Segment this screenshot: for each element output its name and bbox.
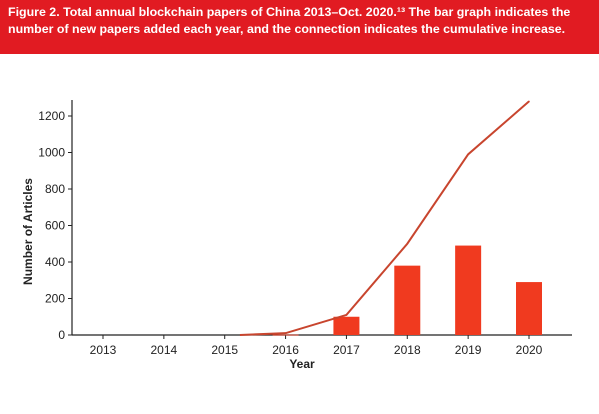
bar-2016 xyxy=(272,334,299,336)
x-tick-label: 2014 xyxy=(151,343,178,357)
x-axis-title: Year xyxy=(289,357,315,371)
y-axis-title: Number of Articles xyxy=(21,178,35,285)
cumulative-point-2020 xyxy=(528,100,530,103)
x-tick-label: 2015 xyxy=(211,343,238,357)
labels-group: 0 200 400 600 800 1000 1200 2013 2014 2015 2016 201… xyxy=(21,109,543,371)
line-group xyxy=(239,100,530,336)
x-tick-label: 2016 xyxy=(272,343,299,357)
x-tick-label: 2020 xyxy=(516,343,543,357)
y-tick-label: 0 xyxy=(58,328,65,342)
y-tick-label: 1000 xyxy=(38,146,65,160)
y-tick-label: 200 xyxy=(45,292,65,306)
y-tick-label: 1200 xyxy=(38,109,65,123)
x-tick-label: 2018 xyxy=(394,343,421,357)
caption-banner: Figure 2. Total annual blockchain papers… xyxy=(0,0,599,54)
cumulative-point-2017 xyxy=(345,314,348,316)
y-tick-label: 400 xyxy=(45,255,65,269)
axes-group xyxy=(68,100,572,339)
y-tick-label: 600 xyxy=(45,219,65,233)
cumulative-point-2016 xyxy=(284,332,287,334)
bar-2020 xyxy=(516,282,542,335)
cumulative-line xyxy=(239,100,530,336)
bar-2017 xyxy=(333,316,360,335)
cumulative-point-2019 xyxy=(467,153,469,156)
bars-group xyxy=(272,245,542,336)
x-tick-label: 2017 xyxy=(333,343,360,357)
bar-2018 xyxy=(394,265,421,335)
x-tick-label: 2019 xyxy=(455,343,482,357)
figure-caption: Figure 2. Total annual blockchain papers… xyxy=(8,5,571,36)
bar-2019 xyxy=(455,245,482,335)
chart-area: 0 200 400 600 800 1000 1200 2013 2014 2015 2016 201… xyxy=(0,54,599,409)
articles-chart: 0 200 400 600 800 1000 1200 2013 2014 2015 2016 201… xyxy=(21,100,572,371)
cumulative-point-2018 xyxy=(406,242,409,245)
x-tick-label: 2013 xyxy=(90,343,117,357)
y-tick-label: 800 xyxy=(45,182,65,196)
